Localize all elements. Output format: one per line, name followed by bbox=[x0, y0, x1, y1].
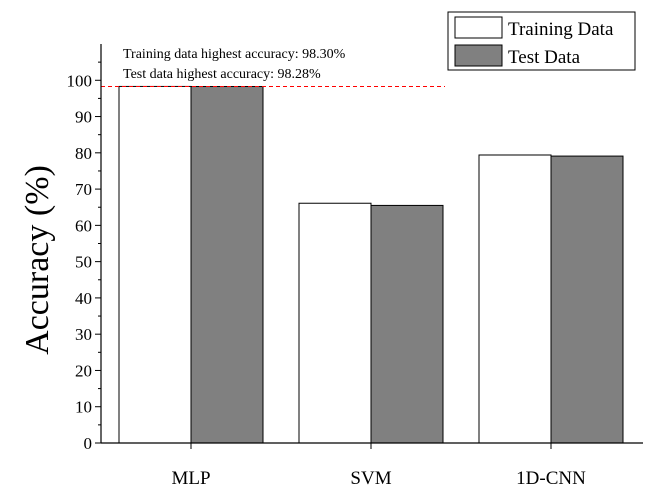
y-tick-label: 70 bbox=[75, 180, 92, 199]
y-tick-label: 80 bbox=[75, 144, 92, 163]
y-tick-label: 0 bbox=[84, 434, 93, 453]
y-tick-label: 100 bbox=[67, 71, 93, 90]
y-tick-label: 30 bbox=[75, 325, 92, 344]
legend-swatch-training bbox=[454, 16, 503, 39]
bar-test-1d-cnn bbox=[550, 155, 624, 444]
x-category-label: SVM bbox=[350, 468, 391, 489]
bar-training-svm bbox=[298, 202, 372, 444]
y-tick-label: 40 bbox=[75, 289, 92, 308]
y-axis-label: Accuracy (%) bbox=[19, 165, 56, 355]
y-tick-label: 90 bbox=[75, 108, 92, 127]
y-tick-label: 10 bbox=[75, 398, 92, 417]
y-tick-label: 20 bbox=[75, 361, 92, 380]
x-category-label: MLP bbox=[171, 468, 210, 489]
legend-label-test: Test Data bbox=[508, 47, 581, 68]
bar-test-mlp bbox=[190, 86, 264, 444]
y-tick-label: 50 bbox=[75, 253, 92, 272]
annotation-training-highest: Training data highest accuracy: 98.30% bbox=[123, 47, 346, 62]
y-tick-label: 60 bbox=[75, 216, 92, 235]
x-category-label: 1D-CNN bbox=[516, 468, 586, 489]
legend-label-training: Training Data bbox=[508, 19, 614, 40]
bar-training-mlp bbox=[118, 85, 192, 444]
bar-training-1d-cnn bbox=[478, 154, 552, 444]
bar-test-svm bbox=[370, 204, 444, 444]
axes-layer: 0 10 20 30 40 50 60 70 80 90 100 MLP SVM 1D-CNN bbox=[67, 44, 643, 489]
annotation-test-highest: Test data highest accuracy: 98.28% bbox=[123, 67, 321, 82]
legend: Training Data Test Data bbox=[447, 11, 636, 71]
bars-layer bbox=[118, 85, 624, 444]
legend-swatch-test bbox=[454, 44, 503, 67]
